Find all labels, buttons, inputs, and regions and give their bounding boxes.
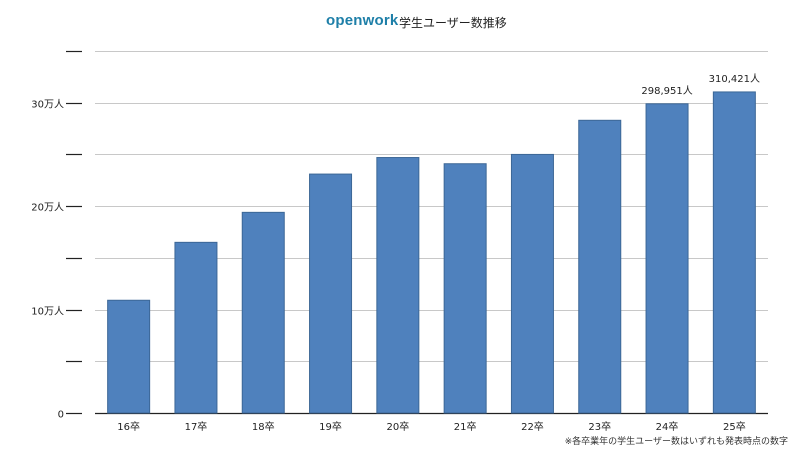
x-tick-label: 21卒: [454, 420, 477, 433]
y-tick-label: 0: [58, 410, 64, 421]
y-tick-label: 20万人: [31, 202, 64, 214]
footnote: ※各卒業年の学生ユーザー数はいずれも発表時点の数字: [564, 437, 788, 447]
x-tick-label: 22卒: [521, 420, 544, 433]
bar: [241, 211, 285, 414]
bar: [107, 299, 151, 414]
chart-title: 学生ユーザー数推移: [399, 16, 507, 30]
bar: [443, 163, 487, 414]
data-label: 298,951人: [641, 85, 692, 97]
bar: [376, 157, 420, 414]
x-tick-label: 17卒: [185, 420, 208, 433]
bar: [510, 153, 554, 414]
bar: [174, 241, 218, 414]
x-tick-label: 24卒: [656, 420, 679, 433]
data-label: 310,421人: [709, 73, 760, 85]
bar: [309, 173, 353, 414]
bar: [578, 119, 622, 414]
brand-logo: openwork: [326, 12, 399, 29]
x-tick-label: 20卒: [386, 420, 409, 433]
x-tick-label: 25卒: [723, 420, 746, 433]
x-tick-label: 18卒: [252, 420, 275, 433]
bar: [645, 103, 689, 414]
x-tick-label: 23卒: [588, 420, 611, 433]
bar: [712, 91, 756, 414]
x-tick-label: 19卒: [319, 420, 342, 433]
x-tick-label: 16卒: [117, 420, 140, 433]
y-tick-label: 10万人: [31, 306, 64, 318]
y-tick-label: 30万人: [31, 99, 64, 111]
